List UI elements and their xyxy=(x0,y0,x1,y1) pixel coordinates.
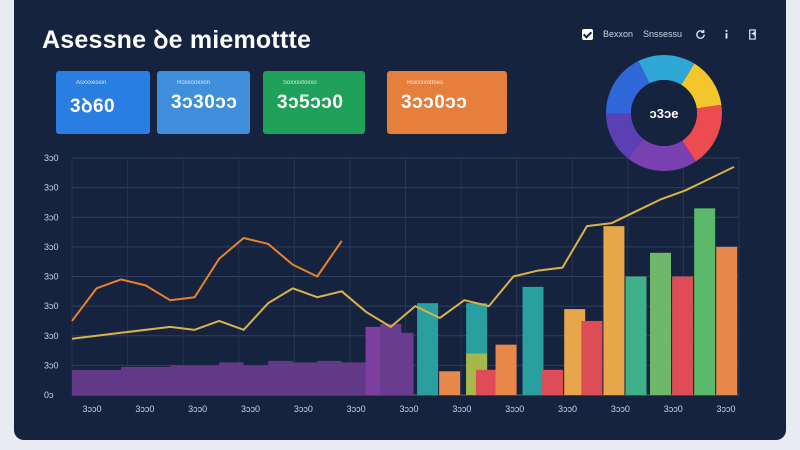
donut-segment xyxy=(627,138,696,171)
bar xyxy=(672,276,694,395)
y-tick-label: 3ɔ0 xyxy=(44,242,59,252)
kpi-card-3[interactable]: Soxxxxtoxxo 3ɔ5ɔɔ0 xyxy=(263,71,365,134)
line-series-1 xyxy=(71,236,343,322)
header-toolbar: Bexxon Snssessu xyxy=(581,26,760,42)
donut-center-label: ɔ3ɔe xyxy=(650,106,679,121)
donut-hole xyxy=(631,80,697,146)
bar xyxy=(603,226,625,395)
bar xyxy=(716,246,738,395)
y-tick-label: 3ɔ0 xyxy=(44,331,59,341)
bar xyxy=(564,309,586,395)
kpi-card-value: 3ꝺ60 xyxy=(70,96,116,117)
bar xyxy=(694,208,716,395)
x-tick-label: 3ɔɔ0 xyxy=(505,404,524,414)
bar xyxy=(392,332,414,395)
kpi-card-2[interactable]: Roxxooxxon 3ɔ30ɔɔ xyxy=(157,71,250,134)
header-item-2[interactable]: Snssessu xyxy=(642,29,682,39)
x-tick-label: 3ɔɔ0 xyxy=(241,404,260,414)
kpi-card-1[interactable]: Asxxxesion 3ꝺ60 xyxy=(56,71,150,134)
x-tick-label: 3ɔɔ0 xyxy=(294,404,313,414)
export-icon[interactable] xyxy=(744,26,760,42)
bar xyxy=(650,252,672,395)
kpi-card-value: 3ɔɔ0ɔɔ xyxy=(401,92,468,113)
x-tick-label: 3ɔɔ0 xyxy=(664,404,683,414)
x-tick-label: 3ɔɔ0 xyxy=(188,404,207,414)
line-series-2 xyxy=(71,165,735,340)
y-tick-label: 3ɔ0 xyxy=(44,360,59,370)
y-tick-label: 3ɔ0 xyxy=(44,183,59,193)
bar xyxy=(439,371,461,395)
bar xyxy=(625,276,647,395)
y-tick-label: 3ɔ0 xyxy=(44,301,59,311)
kpi-card-label: Soxxxxtoxxo xyxy=(283,80,317,86)
bar xyxy=(475,369,497,395)
donut-segment xyxy=(606,113,644,159)
area-series xyxy=(72,359,367,395)
x-tick-label: 3ɔɔ0 xyxy=(82,404,101,414)
x-tick-label: 3ɔɔ0 xyxy=(717,404,736,414)
bar xyxy=(495,344,517,395)
kpi-card-label: Asxxxesion xyxy=(76,80,107,86)
x-tick-label: 3ɔɔ0 xyxy=(400,404,419,414)
bar xyxy=(542,369,564,395)
donut-segment xyxy=(638,54,695,85)
bar xyxy=(522,286,544,395)
x-tick-label: 3ɔɔ0 xyxy=(452,404,471,414)
y-tick-label: 3ɔ0 xyxy=(44,272,59,282)
x-tick-label: 3ɔɔ0 xyxy=(347,404,366,414)
kpi-card-value: 3ɔ30ɔɔ xyxy=(171,92,238,113)
kpi-card-label: Roxxooxxon xyxy=(177,80,211,86)
dashboard-window: Asessne ꝺe miemottte Bexxon Snssessu Asx… xyxy=(14,0,786,440)
donut-chart: ɔ3ɔe xyxy=(606,54,722,171)
header-item-1[interactable]: Bexxon xyxy=(602,29,633,39)
filter-checkbox[interactable] xyxy=(581,28,593,40)
donut-segment xyxy=(606,60,650,114)
dashboard-chart: 3ɔ0 3ɔ0 3ɔ0 3ɔ0 3ɔ0 3ɔ0 3ɔ0 3ɔ0 0ɔ 3ɔɔ0 3ɔɔ0 3ɔɔ0 3ɔ… xyxy=(44,54,740,414)
kpi-card-label: Roxxxxottoes xyxy=(407,80,444,86)
x-tick-label: 3ɔɔ0 xyxy=(558,404,577,414)
y-tick-label: 0ɔ xyxy=(44,390,54,400)
info-icon[interactable] xyxy=(718,26,734,42)
page-title: Asessne ꝺe miemottte xyxy=(42,26,312,54)
donut-segment xyxy=(681,63,722,109)
refresh-icon[interactable] xyxy=(692,26,708,42)
donut-segment xyxy=(682,104,722,162)
kpi-card-value: 3ɔ5ɔɔ0 xyxy=(277,92,344,113)
kpi-card-4[interactable]: Roxxxxottoes 3ɔɔ0ɔɔ xyxy=(387,71,507,134)
y-tick-label: 3ɔ0 xyxy=(44,153,59,163)
bar xyxy=(417,303,439,395)
y-tick-label: 3ɔ0 xyxy=(44,212,59,222)
bar xyxy=(581,320,603,395)
x-tick-label: 3ɔɔ0 xyxy=(135,404,154,414)
x-tick-label: 3ɔɔ0 xyxy=(611,404,630,414)
